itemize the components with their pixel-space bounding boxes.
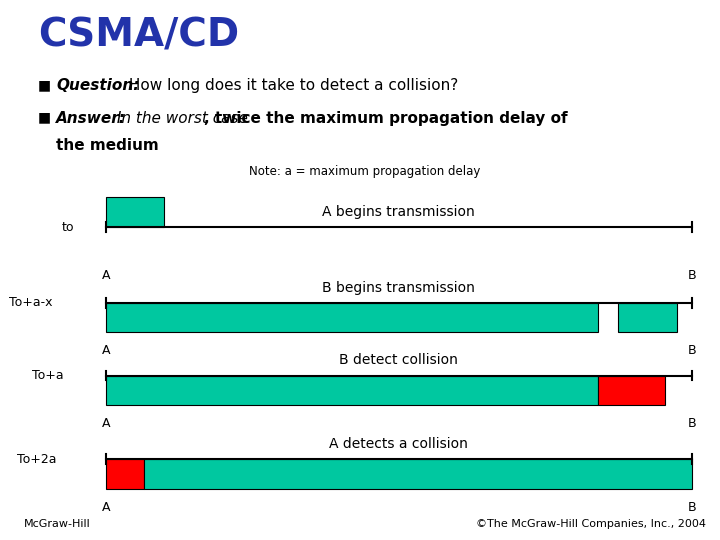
Text: ■: ■ bbox=[38, 78, 56, 92]
Text: ©The McGraw-Hill Companies, Inc., 2004: ©The McGraw-Hill Companies, Inc., 2004 bbox=[476, 519, 706, 529]
Text: the medium: the medium bbox=[56, 138, 159, 153]
Text: to: to bbox=[61, 220, 74, 234]
Text: To+a: To+a bbox=[32, 369, 63, 382]
Text: To+a-x: To+a-x bbox=[9, 296, 53, 309]
Text: Note: a = maximum propagation delay: Note: a = maximum propagation delay bbox=[249, 165, 481, 178]
Text: , twice the maximum propagation delay of: , twice the maximum propagation delay of bbox=[204, 111, 567, 126]
Text: A: A bbox=[102, 345, 110, 357]
Text: B: B bbox=[688, 269, 696, 282]
Text: CSMA/CD: CSMA/CD bbox=[38, 16, 240, 54]
Text: B: B bbox=[688, 417, 696, 430]
Text: B detect collision: B detect collision bbox=[339, 354, 458, 367]
Text: A detects a collision: A detects a collision bbox=[329, 437, 468, 451]
Text: How long does it take to detect a collision?: How long does it take to detect a collis… bbox=[124, 78, 458, 93]
FancyBboxPatch shape bbox=[618, 302, 677, 333]
Text: A: A bbox=[102, 417, 110, 430]
FancyBboxPatch shape bbox=[106, 459, 144, 489]
FancyBboxPatch shape bbox=[144, 459, 692, 489]
FancyBboxPatch shape bbox=[106, 376, 598, 405]
Text: To+2a: To+2a bbox=[17, 453, 56, 466]
Text: ■: ■ bbox=[38, 111, 56, 125]
FancyBboxPatch shape bbox=[598, 376, 665, 405]
Text: A: A bbox=[102, 501, 110, 514]
Text: In the worst case: In the worst case bbox=[112, 111, 248, 126]
Text: B begins transmission: B begins transmission bbox=[323, 281, 475, 295]
FancyBboxPatch shape bbox=[106, 302, 598, 333]
Text: Answer:: Answer: bbox=[56, 111, 126, 126]
Text: Question:: Question: bbox=[56, 78, 140, 93]
Text: A: A bbox=[102, 269, 110, 282]
Text: B: B bbox=[688, 345, 696, 357]
Text: McGraw-Hill: McGraw-Hill bbox=[24, 519, 91, 529]
FancyBboxPatch shape bbox=[106, 197, 164, 227]
Text: A begins transmission: A begins transmission bbox=[323, 205, 475, 219]
Text: B: B bbox=[688, 501, 696, 514]
